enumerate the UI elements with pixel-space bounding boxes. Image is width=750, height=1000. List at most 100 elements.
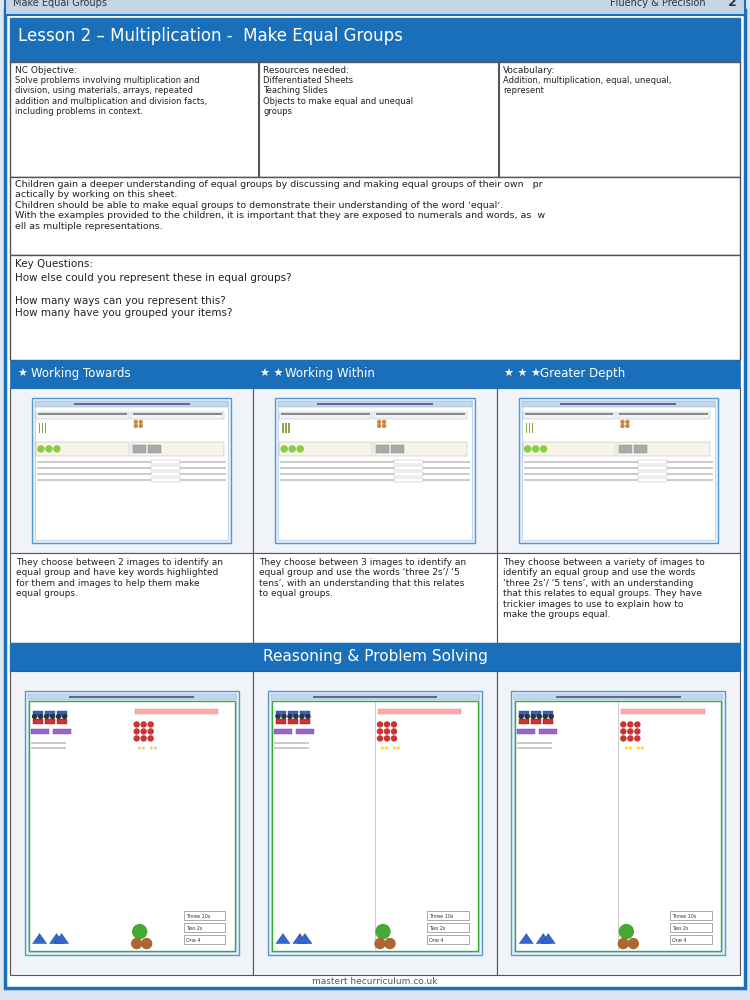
Bar <box>148 445 160 453</box>
Text: One 4: One 4 <box>429 938 443 943</box>
Text: How else could you represent these in equal groups?

How many ways can you repre: How else could you represent these in eq… <box>15 273 292 318</box>
Bar <box>376 445 389 453</box>
Bar <box>496 553 740 643</box>
Bar <box>268 691 482 955</box>
Polygon shape <box>542 934 555 944</box>
Circle shape <box>620 925 633 939</box>
Bar <box>271 694 479 952</box>
Bar <box>617 412 710 419</box>
Circle shape <box>628 939 638 949</box>
Bar <box>526 423 527 433</box>
Circle shape <box>134 424 137 427</box>
Bar <box>274 742 309 744</box>
Text: Three 10s: Three 10s <box>673 914 697 919</box>
Bar <box>524 473 713 475</box>
Circle shape <box>541 446 547 452</box>
Circle shape <box>46 446 52 452</box>
Polygon shape <box>32 934 46 944</box>
Text: 2: 2 <box>728 0 736 9</box>
Circle shape <box>519 714 524 718</box>
Bar <box>38 413 127 415</box>
Circle shape <box>133 925 147 939</box>
Circle shape <box>392 736 397 741</box>
Text: Three 10s: Three 10s <box>186 914 210 919</box>
Circle shape <box>385 736 389 741</box>
Polygon shape <box>276 934 290 944</box>
Bar <box>496 388 740 553</box>
Bar <box>518 747 552 749</box>
Text: They choose between a variety of images to
identify an equal group and use the w: They choose between a variety of images … <box>503 558 704 619</box>
Bar <box>184 935 225 944</box>
Bar <box>35 401 229 540</box>
Circle shape <box>392 729 397 734</box>
Bar <box>258 62 259 177</box>
Text: One 4: One 4 <box>186 938 200 943</box>
Bar <box>524 413 614 415</box>
Bar <box>514 694 722 700</box>
Bar <box>427 911 469 920</box>
Circle shape <box>288 714 292 718</box>
Bar <box>638 466 667 470</box>
Bar <box>280 473 470 475</box>
Circle shape <box>634 736 640 741</box>
Bar <box>39 423 40 433</box>
Bar <box>31 747 65 749</box>
Circle shape <box>621 729 626 734</box>
Polygon shape <box>519 934 533 944</box>
Bar <box>133 445 146 453</box>
Bar <box>280 479 470 481</box>
Polygon shape <box>536 934 550 944</box>
Circle shape <box>282 714 286 718</box>
Bar <box>670 935 712 944</box>
Bar <box>523 412 616 419</box>
Bar <box>31 729 49 734</box>
Bar <box>37 461 226 463</box>
Bar <box>37 467 226 469</box>
Circle shape <box>300 714 304 718</box>
Circle shape <box>385 939 395 949</box>
Bar <box>543 719 554 724</box>
Circle shape <box>148 729 153 734</box>
Bar <box>184 911 225 920</box>
Bar <box>56 719 67 724</box>
Circle shape <box>377 736 382 741</box>
Bar <box>25 691 239 955</box>
Bar <box>300 711 310 716</box>
Bar <box>10 255 740 360</box>
Bar <box>35 401 229 407</box>
Bar <box>512 691 725 955</box>
Text: ★★: ★★ <box>623 746 633 751</box>
Bar <box>184 923 225 932</box>
Circle shape <box>537 714 542 718</box>
Bar <box>28 694 236 952</box>
Bar <box>10 360 254 388</box>
Polygon shape <box>298 934 312 944</box>
Circle shape <box>531 714 536 718</box>
Bar <box>392 445 404 453</box>
Text: Key Questions:: Key Questions: <box>15 259 93 269</box>
Bar <box>133 413 222 415</box>
Circle shape <box>392 722 397 727</box>
Circle shape <box>38 714 43 718</box>
Circle shape <box>44 714 49 718</box>
Text: They choose between 2 images to identify an
equal group and have key words highl: They choose between 2 images to identify… <box>16 558 223 598</box>
Bar <box>274 729 292 734</box>
Bar <box>10 18 740 62</box>
Bar <box>523 442 616 456</box>
Text: They choose between 3 images to identify an
equal group and use the words ‘three: They choose between 3 images to identify… <box>260 558 466 598</box>
Bar <box>617 442 710 456</box>
Bar <box>518 729 536 734</box>
Bar <box>496 360 740 388</box>
Bar <box>524 479 713 481</box>
Bar <box>518 742 552 744</box>
Text: Solve problems involving multiplication and
division, using materials, arrays, r: Solve problems involving multiplication … <box>15 76 207 116</box>
Polygon shape <box>55 934 68 944</box>
Circle shape <box>134 722 140 727</box>
Circle shape <box>54 446 60 452</box>
Circle shape <box>382 424 386 427</box>
Bar <box>531 711 542 716</box>
Text: Fluency & Precision: Fluency & Precision <box>610 0 706 8</box>
Circle shape <box>134 420 137 423</box>
Bar <box>519 711 530 716</box>
Bar <box>560 403 676 405</box>
